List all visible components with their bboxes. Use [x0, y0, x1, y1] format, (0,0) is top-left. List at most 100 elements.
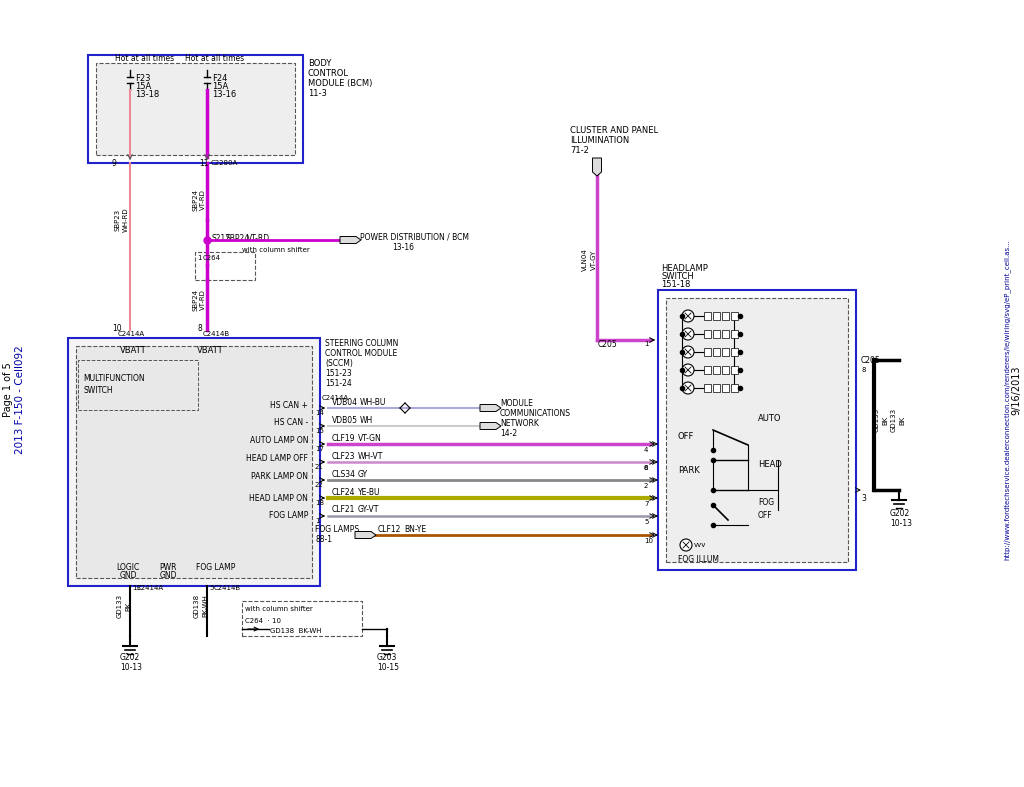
Text: 21: 21 — [315, 464, 324, 470]
Text: 2: 2 — [644, 483, 648, 489]
Bar — [666, 298, 848, 562]
Text: AUTO: AUTO — [758, 413, 781, 423]
Text: 1: 1 — [197, 255, 202, 261]
Text: 71-2: 71-2 — [570, 146, 589, 154]
Text: VDB04: VDB04 — [332, 397, 358, 407]
Text: 2013 F-150 - Cell092: 2013 F-150 - Cell092 — [15, 345, 25, 454]
Bar — [722, 384, 729, 392]
Text: 6: 6 — [644, 465, 648, 471]
Text: MULTIFUNCTION: MULTIFUNCTION — [83, 374, 144, 382]
Bar — [713, 348, 720, 356]
Circle shape — [682, 310, 694, 322]
Text: HS CAN +: HS CAN + — [270, 401, 308, 409]
Text: WH: WH — [360, 416, 374, 424]
Text: CLF24: CLF24 — [332, 487, 355, 497]
Text: Hot at all times: Hot at all times — [185, 54, 244, 62]
Text: VLN04: VLN04 — [582, 249, 588, 272]
Text: 18: 18 — [315, 500, 324, 506]
Text: 5: 5 — [209, 585, 213, 591]
Text: C264  · 10: C264 · 10 — [245, 618, 281, 624]
Text: 10-15: 10-15 — [377, 663, 399, 673]
Text: GY-VT: GY-VT — [358, 505, 379, 515]
Text: WH-BU: WH-BU — [360, 397, 386, 407]
Text: CLS34: CLS34 — [332, 470, 356, 478]
Text: G202: G202 — [890, 509, 910, 519]
Text: 13-18: 13-18 — [135, 90, 160, 98]
Text: VBATT: VBATT — [120, 345, 146, 354]
Text: G203: G203 — [377, 653, 397, 663]
Text: 22: 22 — [315, 482, 324, 488]
Text: 3: 3 — [861, 493, 866, 503]
Text: VT-RD: VT-RD — [247, 234, 270, 242]
Bar — [705, 366, 711, 374]
Bar — [705, 348, 711, 356]
Text: POWER DISTRIBUTION / BCM: POWER DISTRIBUTION / BCM — [360, 232, 469, 242]
Text: 1: 1 — [315, 518, 319, 524]
Bar — [731, 384, 738, 392]
Circle shape — [680, 539, 692, 551]
Text: HEAD: HEAD — [758, 460, 782, 468]
Bar — [195, 252, 255, 280]
Bar — [722, 366, 729, 374]
Text: CLF19: CLF19 — [332, 434, 355, 442]
Text: C2414B: C2414B — [214, 585, 241, 591]
Text: 14-2: 14-2 — [500, 428, 517, 438]
Text: C2414A: C2414A — [118, 331, 145, 337]
Polygon shape — [355, 531, 376, 538]
Text: vvv: vvv — [694, 542, 707, 548]
Text: BN-YE: BN-YE — [404, 524, 426, 534]
Bar — [731, 348, 738, 356]
Text: GD138: GD138 — [194, 594, 200, 618]
Text: CLF12: CLF12 — [378, 524, 401, 534]
Text: C205: C205 — [598, 339, 617, 349]
Text: http://www.fordtechservice.dealerconnection.com/renderers/ie/wiring/svg/eP_print: http://www.fordtechservice.dealerconnect… — [1004, 239, 1011, 560]
Text: BK-WH: BK-WH — [202, 594, 208, 618]
Text: 11-3: 11-3 — [308, 88, 327, 98]
Text: SBP24: SBP24 — [193, 289, 198, 311]
Bar — [76, 346, 312, 578]
Text: CLF23: CLF23 — [332, 452, 355, 460]
Text: 8: 8 — [861, 367, 865, 373]
Text: 10-13: 10-13 — [120, 663, 142, 673]
Text: SWITCH: SWITCH — [83, 386, 113, 394]
Bar — [705, 330, 711, 338]
Text: HEADLAMP: HEADLAMP — [662, 264, 708, 272]
Text: SBP24: SBP24 — [225, 234, 249, 242]
Text: VT-GY: VT-GY — [591, 249, 597, 270]
Text: FOG LAMP: FOG LAMP — [197, 563, 236, 572]
Bar — [96, 63, 295, 155]
Text: S212: S212 — [211, 234, 230, 242]
Text: 10-13: 10-13 — [890, 519, 912, 529]
Text: 13-16: 13-16 — [392, 242, 414, 252]
Text: 13-16: 13-16 — [212, 90, 237, 98]
Text: WH-RD: WH-RD — [123, 208, 129, 232]
Text: PARK: PARK — [678, 465, 699, 475]
Text: STEERING COLUMN: STEERING COLUMN — [325, 338, 398, 348]
Text: 151-18: 151-18 — [662, 279, 690, 289]
Text: ILLUMINATION: ILLUMINATION — [570, 135, 630, 145]
Text: 151-24: 151-24 — [325, 379, 352, 387]
Circle shape — [682, 364, 694, 376]
Text: Page 1 of 5: Page 1 of 5 — [3, 363, 13, 417]
Text: 88-1: 88-1 — [315, 534, 332, 544]
Bar — [731, 330, 738, 338]
Text: 15A: 15A — [135, 82, 152, 91]
Text: CONTROL MODULE: CONTROL MODULE — [325, 349, 397, 357]
Text: 10: 10 — [644, 538, 653, 544]
Bar — [78, 360, 198, 410]
Polygon shape — [480, 423, 501, 430]
Polygon shape — [340, 237, 361, 243]
Text: 15: 15 — [315, 428, 324, 434]
Text: 10: 10 — [112, 323, 122, 332]
Text: HEAD LAMP OFF: HEAD LAMP OFF — [246, 453, 308, 463]
Text: C205: C205 — [861, 356, 881, 364]
Text: 151-23: 151-23 — [325, 368, 352, 378]
Text: CLF21: CLF21 — [332, 505, 355, 515]
Text: PWR: PWR — [160, 563, 177, 572]
Text: (SCCM): (SCCM) — [325, 359, 353, 368]
Text: FOG LAMP: FOG LAMP — [268, 512, 308, 520]
Text: SBP23: SBP23 — [115, 209, 121, 231]
Bar — [658, 290, 856, 570]
Text: 8: 8 — [197, 323, 202, 332]
Text: VT-GN: VT-GN — [358, 434, 382, 442]
